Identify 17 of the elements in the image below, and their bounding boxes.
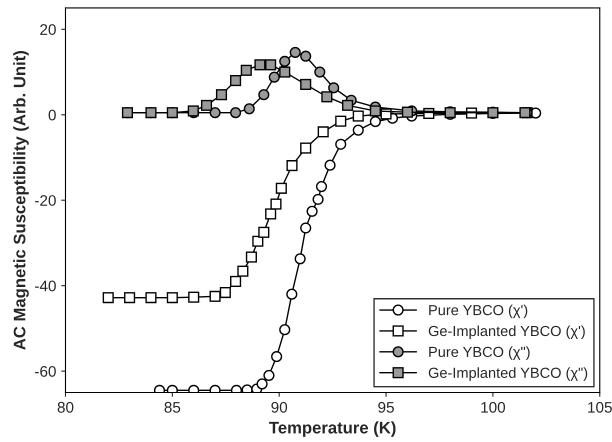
y-axis-title: AC Magnetic Susceptibility (Arb. Unit) (13, 51, 29, 350)
x-tick-label: 105 (588, 402, 612, 413)
x-tick-label: 85 (164, 402, 180, 413)
x-tick-label: 90 (271, 402, 288, 413)
y-tick-label: -20 (35, 195, 56, 206)
x-axis-title: Temperature (K) (269, 421, 396, 437)
x-tick-label: 80 (58, 402, 74, 413)
y-tick-label: 20 (40, 24, 56, 36)
x-tick-label: 95 (378, 402, 394, 413)
y-tick-label: 0 (48, 110, 56, 120)
legend-label: Ge-Implanted YBCO (χ") (428, 367, 588, 381)
x-tick-label: 100 (481, 402, 506, 413)
legend-label: Pure YBCO (χ') (429, 304, 528, 318)
legend-label: Pure YBCO (χ") (429, 346, 530, 360)
y-tick-label: -60 (35, 366, 56, 377)
y-tick-label: -40 (35, 280, 56, 292)
legend-label: Ge-Implanted YBCO (χ') (428, 325, 585, 340)
